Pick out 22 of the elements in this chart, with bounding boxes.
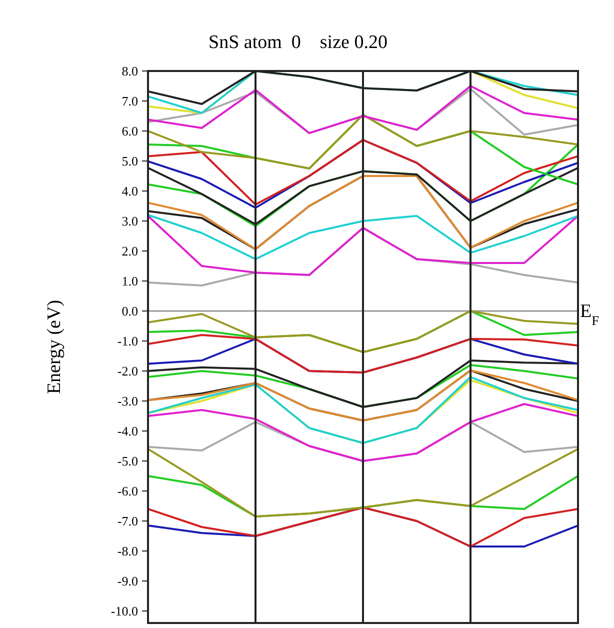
y-tick-label: -7.0 <box>117 514 138 529</box>
chart-title: SnS atom 0 size 0.20 <box>208 32 388 53</box>
y-tick-label: 7.0 <box>122 94 138 109</box>
y-tick-label: -6.0 <box>117 484 138 499</box>
y-tick-label: 4.0 <box>122 184 138 199</box>
y-tick-label: 8.0 <box>122 64 138 79</box>
y-tick-label: -10.0 <box>110 604 138 619</box>
y-tick-label: 1.0 <box>122 274 138 289</box>
y-tick-label: -8.0 <box>117 544 138 559</box>
y-tick-label: -5.0 <box>117 454 138 469</box>
y-axis-title: Energy (eV) <box>44 300 65 394</box>
y-tick-label: 5.0 <box>122 154 138 169</box>
y-tick-label: -3.0 <box>117 394 138 409</box>
y-tick-label: 3.0 <box>122 214 138 229</box>
y-tick-label: 2.0 <box>122 244 138 259</box>
y-tick-label: 6.0 <box>122 124 138 139</box>
y-tick-label: 0.0 <box>122 304 138 319</box>
y-tick-label: -9.0 <box>117 574 138 589</box>
y-tick-label: -4.0 <box>117 424 138 439</box>
y-tick-label: -2.0 <box>117 364 138 379</box>
y-tick-label: -1.0 <box>117 334 138 349</box>
ref-line-label: E$_{F}$ <box>580 301 600 328</box>
